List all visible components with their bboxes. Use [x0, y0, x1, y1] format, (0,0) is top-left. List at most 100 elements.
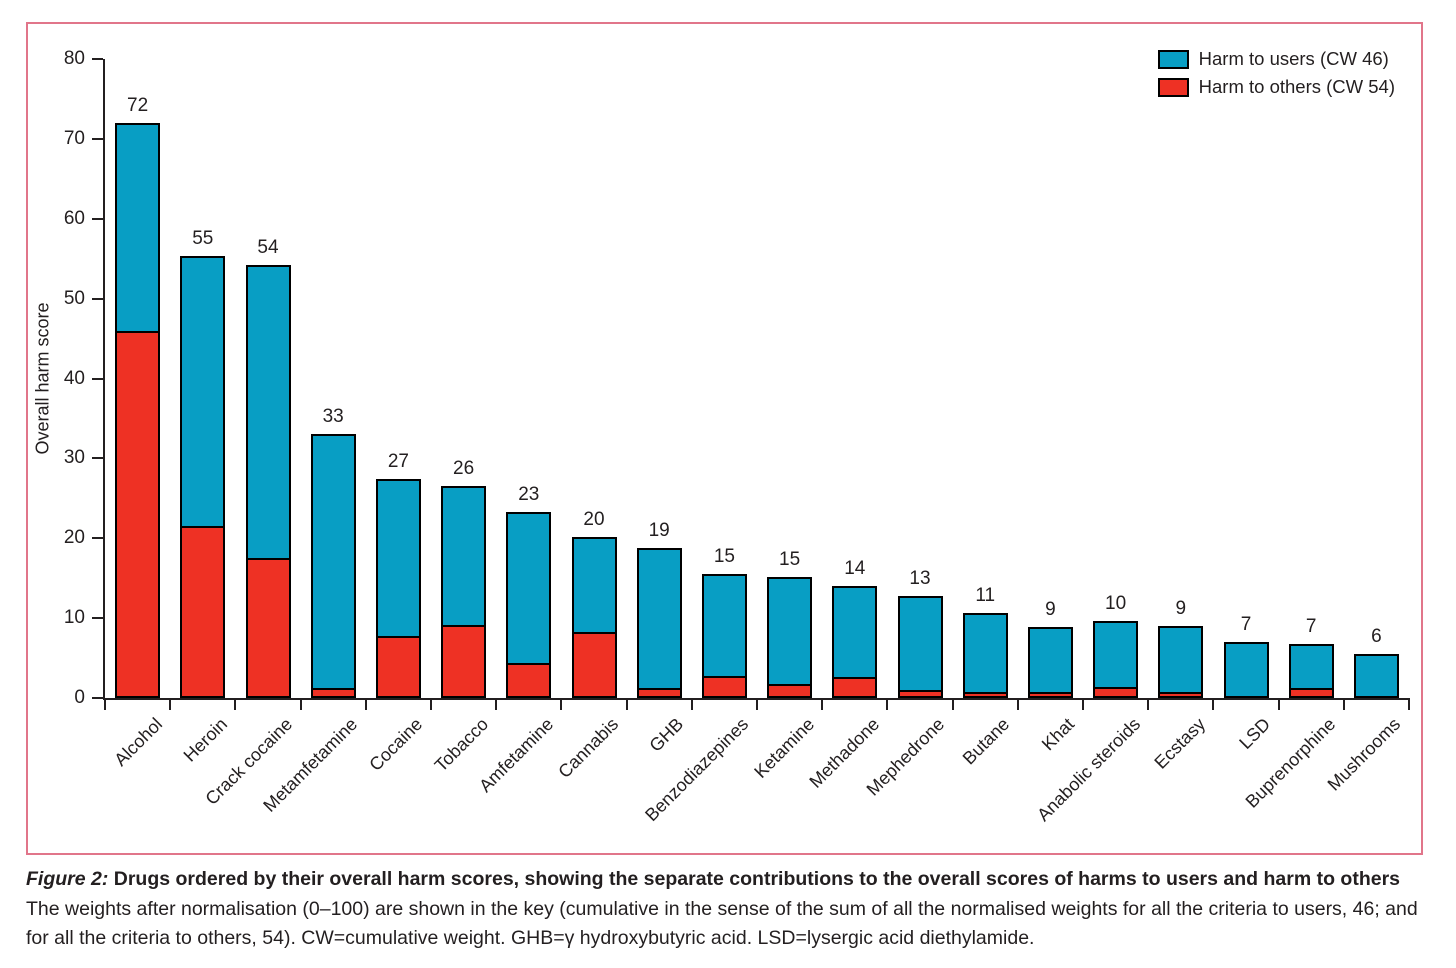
x-tick	[1147, 698, 1150, 710]
y-tick	[92, 537, 103, 540]
bar-segment-others-methadone	[832, 677, 878, 698]
category-label-ghb: GHB	[645, 714, 688, 756]
bar-segment-users-mephedrone	[897, 595, 943, 690]
bar-segment-users-methadone	[832, 586, 878, 678]
category-label-alcohol: Alcohol	[109, 714, 166, 770]
category-label-ketamine: Ketamine	[749, 714, 818, 782]
bar-segment-users-buprenorphine	[1288, 644, 1334, 689]
bar-value-label-heroin: 55	[192, 228, 214, 250]
x-tick	[234, 698, 237, 710]
bar-segment-users-ghb	[636, 547, 682, 688]
x-tick	[1212, 698, 1215, 710]
x-tick	[364, 698, 367, 710]
plot-area: Overall harm score Harm to users (CW 46)…	[33, 48, 1410, 825]
bar-segment-users-mushrooms	[1353, 654, 1399, 698]
bar-value-label-mushrooms: 6	[1371, 626, 1382, 648]
bar-value-label-butane: 11	[975, 584, 996, 606]
x-tick	[495, 698, 498, 710]
x-tick	[756, 698, 758, 710]
y-tick	[92, 457, 103, 460]
bar-value-label-khat: 9	[1045, 598, 1056, 620]
y-tick-label: 10	[63, 607, 85, 629]
x-tick	[1342, 698, 1345, 710]
x-tick	[430, 698, 432, 710]
category-label-heroin: Heroin	[179, 714, 231, 766]
bar-segment-others-heroin	[180, 526, 226, 698]
legend-row-others: Harm to others (CW 54)	[1157, 76, 1395, 98]
caption-title-text: Drugs ordered by their overall harm scor…	[113, 868, 1401, 890]
y-tick	[92, 697, 103, 699]
bar-segment-others-ecstasy	[1158, 692, 1204, 698]
x-tick	[299, 698, 302, 710]
bar-segment-others-anabolic-steroids	[1093, 686, 1139, 698]
bar-segment-users-butane	[962, 612, 1008, 692]
caption-figure-label: Figure 2:	[26, 868, 109, 890]
x-tick	[821, 698, 824, 710]
bar-value-label-amfetamine: 23	[518, 483, 540, 505]
figure-caption: Figure 2: Drugs ordered by their overall…	[26, 866, 1436, 953]
category-label-tobacco: Tobacco	[430, 714, 492, 776]
x-tick	[1277, 698, 1280, 710]
legend-row-users: Harm to users (CW 46)	[1157, 48, 1395, 70]
y-tick	[92, 217, 103, 220]
y-tick-label: 20	[63, 527, 85, 549]
y-axis-line	[103, 59, 105, 700]
category-label-cannabis: Cannabis	[554, 714, 623, 782]
y-tick-label: 0	[74, 687, 85, 708]
category-label-butane: Butane	[958, 714, 1014, 769]
x-tick	[560, 698, 563, 710]
legend-label-others: Harm to others (CW 54)	[1198, 76, 1395, 97]
bar-value-label-lsd: 7	[1240, 614, 1252, 636]
caption-title-line: Figure 2: Drugs ordered by their overall…	[26, 866, 1436, 892]
y-tick-label: 30	[63, 447, 85, 469]
x-tick	[1408, 698, 1410, 710]
bar-segment-others-ketamine	[767, 683, 813, 698]
x-tick	[169, 698, 172, 710]
legend-label-users: Harm to users (CW 46)	[1198, 48, 1389, 69]
bar-segment-others-butane	[962, 691, 1008, 698]
x-tick	[625, 698, 628, 710]
bar-segment-others-benzodiazepines	[701, 675, 747, 698]
bar-value-label-buprenorphine: 7	[1305, 616, 1317, 638]
bar-segment-users-lsd	[1223, 642, 1269, 698]
bar-segment-users-tobacco	[441, 486, 487, 625]
bar-segment-users-khat	[1027, 626, 1073, 692]
bar-segment-others-cocaine	[375, 635, 421, 698]
category-label-khat: Khat	[1038, 714, 1079, 755]
bar-segment-others-metamfetamine	[310, 688, 356, 698]
y-tick	[92, 297, 103, 300]
bar-segment-users-cannabis	[571, 537, 617, 632]
bar-value-label-crack-cocaine: 54	[257, 237, 279, 259]
bar-value-label-tobacco: 26	[453, 458, 475, 480]
figure-2-chart-panel: Overall harm score Harm to users (CW 46)…	[26, 22, 1423, 855]
bar-segment-others-alcohol	[115, 330, 161, 698]
bar-segment-users-alcohol	[115, 122, 161, 331]
bar-segment-others-khat	[1027, 691, 1073, 698]
bar-value-label-ketamine: 15	[779, 548, 801, 570]
bar-segment-others-tobacco	[441, 624, 487, 698]
caption-body-text: The weights after normalisation (0–100) …	[26, 898, 1418, 950]
bar-segment-others-crack-cocaine	[245, 558, 291, 698]
y-tick	[92, 137, 103, 140]
legend-swatch-others-icon	[1157, 77, 1189, 97]
y-tick-label: 50	[63, 287, 85, 309]
bar-value-label-alcohol: 72	[127, 94, 149, 116]
bar-value-label-ecstasy: 9	[1175, 598, 1187, 620]
bar-segment-users-ecstasy	[1158, 626, 1204, 693]
category-label-ecstasy: Ecstasy	[1150, 714, 1209, 773]
legend-swatch-users-icon	[1157, 49, 1189, 69]
x-tick	[1082, 698, 1084, 710]
bar-segment-others-buprenorphine	[1288, 688, 1334, 698]
legend: Harm to users (CW 46) Harm to others (CW…	[1157, 48, 1395, 104]
x-tick	[1016, 698, 1019, 710]
bar-segment-users-cocaine	[375, 479, 421, 636]
bar-segment-users-amfetamine	[506, 511, 552, 663]
x-tick	[690, 698, 693, 710]
bar-segment-others-amfetamine	[506, 662, 552, 698]
bar-segment-others-cannabis	[571, 631, 617, 698]
bar-segment-users-ketamine	[767, 576, 813, 684]
bar-segment-users-metamfetamine	[310, 434, 356, 689]
bar-value-label-anabolic-steroids: 10	[1105, 592, 1127, 614]
y-tick	[92, 58, 103, 60]
